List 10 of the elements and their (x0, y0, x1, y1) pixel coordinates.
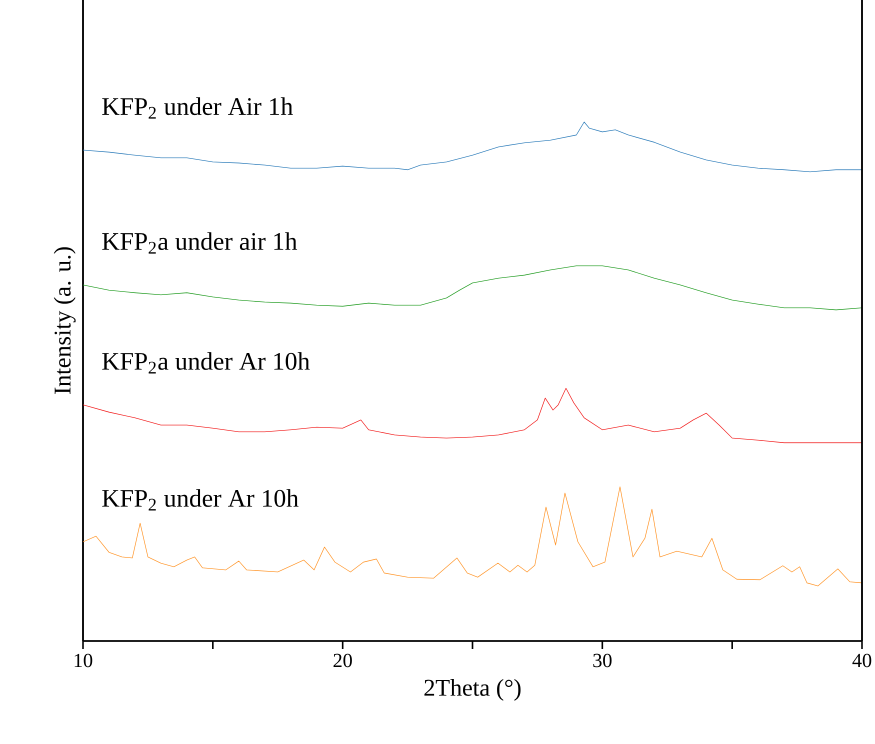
y-axis-title: Intensity (a. u.) (54, 247, 76, 394)
x-tick-label: 40 (852, 654, 872, 668)
x-tick-label: 10 (74, 654, 92, 668)
series-label: KFP$_{2}$ under Ar 10h (102, 489, 299, 510)
series-label: KFP$_{2}$a under air 1h (102, 232, 298, 254)
x-axis-title: 2Theta (°) (424, 679, 521, 701)
x-tick-label: 20 (334, 654, 352, 668)
series-label: KFP$_{2}$a under Ar 10h (102, 352, 310, 374)
series-label: KFP$_{2}$ under Air 1h (102, 97, 293, 119)
x-tick-label: 30 (593, 654, 612, 668)
